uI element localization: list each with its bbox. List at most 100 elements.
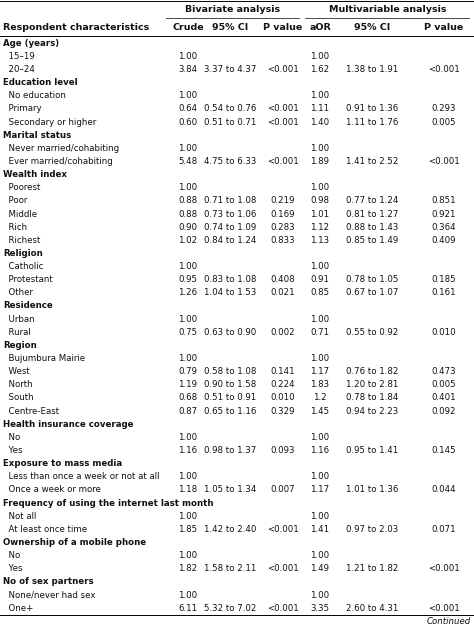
Text: Other: Other xyxy=(3,288,33,297)
Text: 0.98 to 1.37: 0.98 to 1.37 xyxy=(204,446,256,455)
Text: 0.092: 0.092 xyxy=(432,406,456,416)
Text: 0.90: 0.90 xyxy=(179,223,198,232)
Text: 0.88: 0.88 xyxy=(178,197,198,205)
Text: 1.00: 1.00 xyxy=(178,91,198,100)
Text: Ownership of a mobile phone: Ownership of a mobile phone xyxy=(3,538,146,547)
Text: 1.01 to 1.36: 1.01 to 1.36 xyxy=(346,485,398,494)
Text: No education: No education xyxy=(3,91,66,100)
Text: Centre-East: Centre-East xyxy=(3,406,59,416)
Text: None/never had sex: None/never had sex xyxy=(3,590,95,600)
Text: 0.85 to 1.49: 0.85 to 1.49 xyxy=(346,236,398,245)
Text: Yes: Yes xyxy=(3,446,22,455)
Text: 0.88 to 1.43: 0.88 to 1.43 xyxy=(346,223,398,232)
Text: 0.161: 0.161 xyxy=(432,288,456,297)
Text: 0.67 to 1.07: 0.67 to 1.07 xyxy=(346,288,398,297)
Text: One+: One+ xyxy=(3,604,33,613)
Text: 1.00: 1.00 xyxy=(178,551,198,560)
Text: Never married/cohabiting: Never married/cohabiting xyxy=(3,144,119,153)
Text: 1.85: 1.85 xyxy=(178,525,198,534)
Text: 0.51 to 0.71: 0.51 to 0.71 xyxy=(204,117,256,127)
Text: Once a week or more: Once a week or more xyxy=(3,485,101,494)
Text: P value: P value xyxy=(424,23,464,31)
Text: Age (years): Age (years) xyxy=(3,39,59,48)
Text: 1.00: 1.00 xyxy=(178,472,198,481)
Text: Primary: Primary xyxy=(3,104,42,114)
Text: <0.001: <0.001 xyxy=(267,564,299,573)
Text: Bivariate analysis: Bivariate analysis xyxy=(185,4,280,13)
Text: 1.82: 1.82 xyxy=(178,564,198,573)
Text: 0.63 to 0.90: 0.63 to 0.90 xyxy=(204,328,256,337)
Text: 1.58 to 2.11: 1.58 to 2.11 xyxy=(204,564,256,573)
Text: Crude: Crude xyxy=(172,23,204,31)
Text: 1.04 to 1.53: 1.04 to 1.53 xyxy=(204,288,256,297)
Text: <0.001: <0.001 xyxy=(267,104,299,114)
Text: 1.00: 1.00 xyxy=(178,433,198,442)
Text: North: North xyxy=(3,381,33,389)
Text: 0.283: 0.283 xyxy=(271,223,295,232)
Text: 2.60 to 4.31: 2.60 to 4.31 xyxy=(346,604,398,613)
Text: <0.001: <0.001 xyxy=(428,65,460,74)
Text: 0.145: 0.145 xyxy=(432,446,456,455)
Text: Protestant: Protestant xyxy=(3,275,53,284)
Text: 0.71 to 1.08: 0.71 to 1.08 xyxy=(204,197,256,205)
Text: Exposure to mass media: Exposure to mass media xyxy=(3,459,122,468)
Text: 5.32 to 7.02: 5.32 to 7.02 xyxy=(204,604,256,613)
Text: 1.00: 1.00 xyxy=(310,262,329,271)
Text: 0.224: 0.224 xyxy=(271,381,295,389)
Text: 0.021: 0.021 xyxy=(271,288,295,297)
Text: 0.95 to 1.41: 0.95 to 1.41 xyxy=(346,446,398,455)
Text: Religion: Religion xyxy=(3,249,43,258)
Text: 0.60: 0.60 xyxy=(178,117,198,127)
Text: Education level: Education level xyxy=(3,78,78,87)
Text: 0.51 to 0.91: 0.51 to 0.91 xyxy=(204,394,256,403)
Text: 0.141: 0.141 xyxy=(271,367,295,376)
Text: 0.005: 0.005 xyxy=(432,381,456,389)
Text: Not all: Not all xyxy=(3,512,36,521)
Text: 0.74 to 1.09: 0.74 to 1.09 xyxy=(204,223,256,232)
Text: Residence: Residence xyxy=(3,301,53,310)
Text: 1.16: 1.16 xyxy=(310,446,329,455)
Text: 0.71: 0.71 xyxy=(310,328,329,337)
Text: 0.87: 0.87 xyxy=(178,406,198,416)
Text: 1.01: 1.01 xyxy=(310,210,329,219)
Text: 1.89: 1.89 xyxy=(310,157,329,166)
Text: 1.00: 1.00 xyxy=(178,354,198,363)
Text: 0.65 to 1.16: 0.65 to 1.16 xyxy=(204,406,256,416)
Text: 1.16: 1.16 xyxy=(178,446,198,455)
Text: 1.00: 1.00 xyxy=(178,183,198,192)
Text: 0.76 to 1.82: 0.76 to 1.82 xyxy=(346,367,398,376)
Text: 1.00: 1.00 xyxy=(310,52,329,61)
Text: 0.58 to 1.08: 0.58 to 1.08 xyxy=(204,367,256,376)
Text: 1.49: 1.49 xyxy=(310,564,329,573)
Text: 0.010: 0.010 xyxy=(271,394,295,403)
Text: 0.78 to 1.84: 0.78 to 1.84 xyxy=(346,394,398,403)
Text: <0.001: <0.001 xyxy=(267,65,299,74)
Text: 0.364: 0.364 xyxy=(432,223,456,232)
Text: Bujumbura Mairie: Bujumbura Mairie xyxy=(3,354,85,363)
Text: Rural: Rural xyxy=(3,328,31,337)
Text: Health insurance coverage: Health insurance coverage xyxy=(3,420,134,429)
Text: 1.13: 1.13 xyxy=(310,236,329,245)
Text: 0.010: 0.010 xyxy=(432,328,456,337)
Text: 0.91: 0.91 xyxy=(310,275,329,284)
Text: 0.401: 0.401 xyxy=(432,394,456,403)
Text: 0.98: 0.98 xyxy=(310,197,329,205)
Text: 0.54 to 0.76: 0.54 to 0.76 xyxy=(204,104,256,114)
Text: 20–24: 20–24 xyxy=(3,65,35,74)
Text: 1.00: 1.00 xyxy=(310,512,329,521)
Text: 0.91 to 1.36: 0.91 to 1.36 xyxy=(346,104,398,114)
Text: 0.90 to 1.58: 0.90 to 1.58 xyxy=(204,381,256,389)
Text: 1.00: 1.00 xyxy=(310,472,329,481)
Text: <0.001: <0.001 xyxy=(267,117,299,127)
Text: 0.473: 0.473 xyxy=(432,367,456,376)
Text: Urban: Urban xyxy=(3,315,35,323)
Text: <0.001: <0.001 xyxy=(428,604,460,613)
Text: Catholic: Catholic xyxy=(3,262,44,271)
Text: West: West xyxy=(3,367,30,376)
Text: 0.169: 0.169 xyxy=(271,210,295,219)
Text: 1.45: 1.45 xyxy=(310,406,329,416)
Text: 0.64: 0.64 xyxy=(178,104,198,114)
Text: 0.95: 0.95 xyxy=(179,275,198,284)
Text: 0.093: 0.093 xyxy=(271,446,295,455)
Text: 1.00: 1.00 xyxy=(178,315,198,323)
